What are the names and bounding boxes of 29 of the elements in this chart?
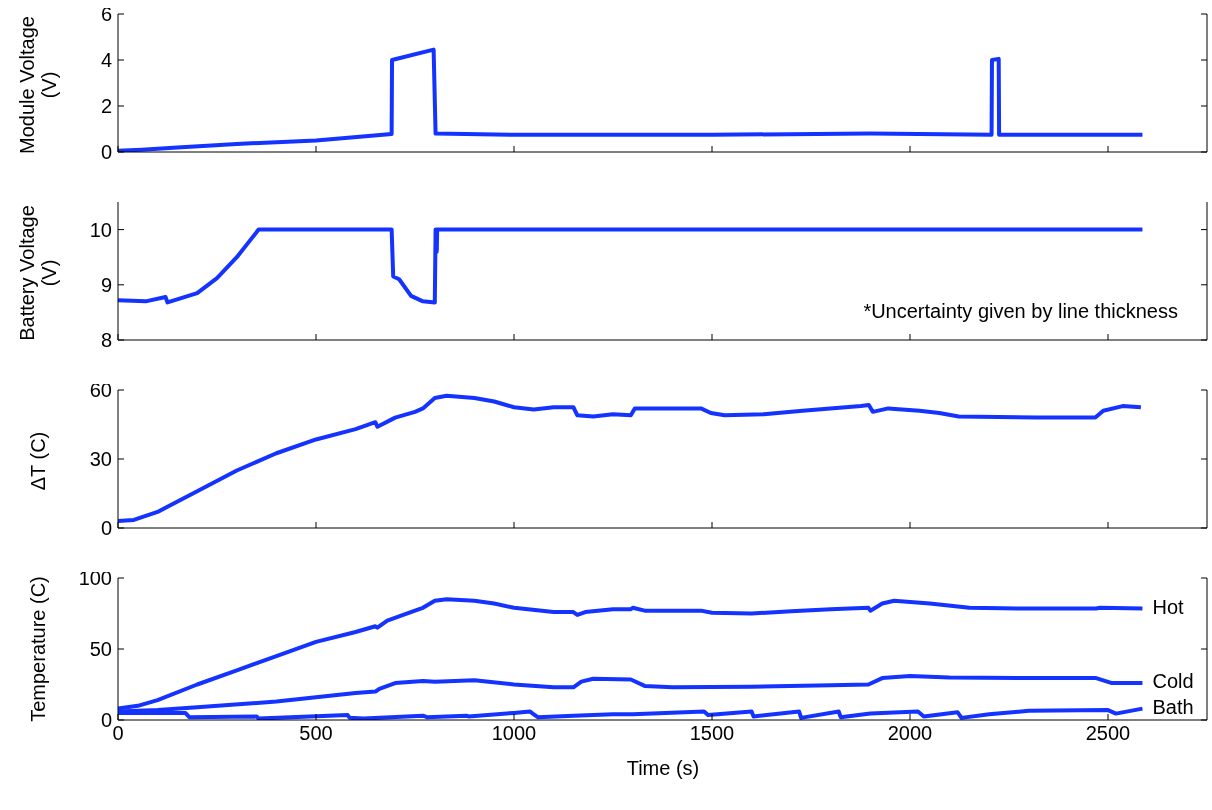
y-tick-label: 0 bbox=[100, 141, 112, 164]
line-series bbox=[118, 47, 1145, 152]
x-tick-label: 2500 bbox=[1085, 722, 1131, 745]
x-axis-title: Time (s) bbox=[625, 756, 701, 780]
x-tick-label: 2000 bbox=[887, 722, 933, 745]
y-axis-title: Battery Voltage (V) bbox=[16, 204, 60, 343]
series-label: Cold bbox=[1152, 670, 1194, 693]
y-tick-label: 2 bbox=[100, 95, 112, 118]
series-label: Bath bbox=[1152, 695, 1194, 718]
y-tick-label: 60 bbox=[89, 379, 112, 402]
series-label: Hot bbox=[1152, 595, 1185, 618]
y-tick-label: 4 bbox=[100, 49, 112, 72]
x-tick-label: 1500 bbox=[689, 722, 735, 745]
y-tick-label: 6 bbox=[100, 3, 112, 26]
y-tick-label: 30 bbox=[89, 448, 112, 471]
x-tick-label: 1000 bbox=[491, 722, 537, 745]
y-tick-label: 100 bbox=[78, 567, 112, 590]
y-tick-label: 10 bbox=[89, 218, 112, 241]
line-series bbox=[118, 227, 1145, 305]
x-tick-label: 500 bbox=[299, 722, 333, 745]
y-tick-label: 8 bbox=[100, 329, 112, 352]
y-tick-label: 50 bbox=[89, 638, 112, 661]
y-tick-label: 9 bbox=[100, 273, 112, 296]
line-series bbox=[118, 393, 1143, 524]
annotation: *Uncertainty given by line thickness bbox=[863, 300, 1178, 323]
y-axis-title: Temperature (C) bbox=[27, 575, 49, 723]
y-axis-title: ΔT (C) bbox=[27, 430, 49, 493]
y-axis-title: Module Voltage (V) bbox=[16, 15, 60, 156]
y-tick-label: 0 bbox=[100, 517, 112, 540]
